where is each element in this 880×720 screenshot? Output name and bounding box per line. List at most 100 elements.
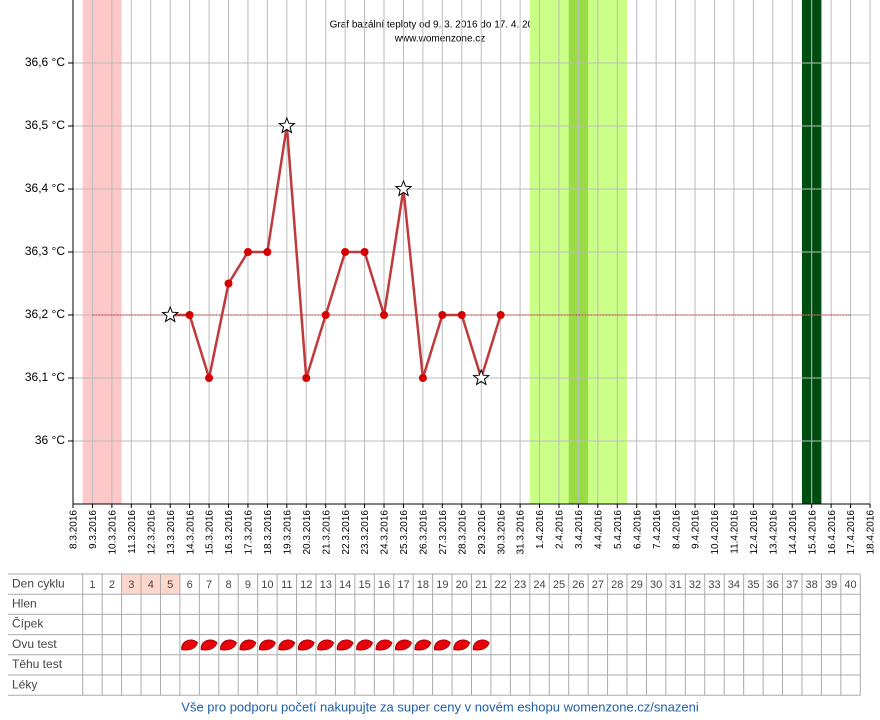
temperature-point (302, 374, 311, 382)
cycle-day: 1 (89, 579, 95, 591)
cycle-day: 31 (669, 579, 681, 591)
x-tick-label: 16.4.2016 (827, 510, 838, 555)
ovu-test-icon (375, 639, 393, 651)
cycle-day: 26 (572, 579, 584, 591)
ovu-test-icon (433, 639, 451, 651)
ovu-test-icon (453, 639, 471, 651)
x-tick-label: 15.4.2016 (807, 510, 818, 555)
chart-title: Graf bazální teploty od 9. 3. 2016 do 17… (330, 20, 551, 31)
x-tick-label: 27.3.2016 (438, 510, 449, 555)
x-tick-label: 8.3.2016 (69, 510, 80, 549)
y-tick-label: 36,2 °C (25, 307, 65, 321)
cycle-day: 14 (339, 579, 351, 591)
x-tick-label: 22.3.2016 (341, 510, 352, 555)
cycle-day: 36 (767, 579, 779, 591)
cycle-day: 19 (436, 579, 448, 591)
cycle-day: 30 (650, 579, 662, 591)
cycle-day: 37 (786, 579, 798, 591)
x-tick-label: 10.3.2016 (108, 510, 119, 555)
cycle-day: 29 (631, 579, 643, 591)
ovu-test-icon (220, 639, 237, 651)
star-point (277, 116, 296, 134)
x-tick-label: 12.4.2016 (749, 510, 760, 555)
row-label: Těhu test (12, 657, 63, 671)
cycle-day: 10 (261, 579, 273, 591)
x-tick-label: 9.3.2016 (88, 510, 99, 549)
star-point (394, 179, 413, 197)
x-tick-label: 4.4.2016 (593, 510, 604, 549)
cycle-day: 16 (378, 579, 390, 591)
cycle-day: 22 (495, 579, 507, 591)
x-tick-label: 7.4.2016 (652, 510, 663, 549)
x-tick-label: 31.3.2016 (516, 510, 527, 555)
x-tick-label: 25.3.2016 (399, 510, 410, 555)
cycle-day: 18 (417, 579, 429, 591)
cycle-day: 8 (225, 579, 231, 591)
x-tick-label: 26.3.2016 (419, 510, 430, 555)
highlight-cell (121, 574, 142, 595)
temperature-point (496, 311, 505, 319)
y-tick-label: 36,6 °C (25, 55, 65, 69)
x-tick-label: 10.4.2016 (710, 510, 721, 555)
cycle-day: 2 (109, 579, 115, 591)
cycle-day: 40 (844, 579, 856, 591)
x-tick-label: 5.4.2016 (613, 510, 624, 549)
x-tick-label: 24.3.2016 (380, 510, 391, 555)
row-label: Hlen (12, 596, 37, 610)
x-tick-label: 19.3.2016 (282, 510, 293, 555)
x-tick-label: 3.4.2016 (574, 510, 585, 549)
ovu-test-icon (336, 639, 354, 651)
cycle-day: 12 (300, 579, 312, 591)
cycle-day: 34 (728, 579, 740, 591)
cycle-day: 17 (397, 579, 409, 591)
x-tick-label: 18.4.2016 (866, 510, 877, 555)
x-tick-label: 29.3.2016 (477, 510, 488, 555)
x-tick-label: 1.4.2016 (535, 510, 546, 549)
cycle-day: 33 (708, 579, 720, 591)
ovu-test-icon (278, 639, 296, 651)
y-tick-label: 36,1 °C (25, 370, 65, 384)
ovu-test-icon (414, 639, 432, 651)
ovu-test-icon (181, 639, 199, 651)
x-tick-label: 17.3.2016 (244, 510, 255, 555)
temperature-point (438, 311, 447, 319)
row-label: Léky (12, 677, 37, 691)
temperature-point (224, 279, 233, 288)
x-tick-label: 16.3.2016 (224, 510, 235, 555)
y-tick-label: 36 °C (35, 433, 65, 447)
y-tick-label: 36,4 °C (25, 181, 65, 195)
x-tick-label: 6.4.2016 (632, 510, 643, 549)
cycle-day: 20 (456, 579, 468, 591)
x-tick-label: 30.3.2016 (496, 510, 507, 555)
temperature-point (185, 311, 194, 319)
highlight-cell (160, 574, 180, 595)
cycle-day: 24 (533, 579, 545, 591)
row-label: Den cyklu (12, 576, 65, 590)
x-tick-label: 2.4.2016 (555, 510, 566, 549)
cycle-day: 9 (245, 579, 251, 591)
x-tick-label: 23.3.2016 (360, 510, 371, 555)
x-tick-label: 9.4.2016 (691, 510, 702, 549)
plot-background (72, 0, 871, 504)
cycle-day: 38 (806, 579, 818, 591)
x-tick-label: 15.3.2016 (205, 510, 216, 555)
temperature-point (418, 374, 427, 382)
cycle-day: 35 (747, 579, 759, 591)
star-point (161, 305, 180, 323)
star-point (472, 368, 491, 386)
x-tick-label: 28.3.2016 (457, 510, 468, 555)
temperature-point (360, 248, 369, 256)
highlight-cell (141, 574, 161, 595)
y-tick-label: 36,3 °C (25, 244, 65, 258)
ovu-test-icon (239, 639, 257, 651)
row-label: Ovu test (12, 637, 57, 651)
cycle-day: 21 (475, 579, 487, 591)
cycle-day: 11 (281, 579, 292, 591)
footer-link[interactable]: Vše pro podporu početí nakupujte za supe… (181, 699, 699, 714)
x-tick-label: 13.4.2016 (768, 510, 779, 555)
temperature-point (341, 248, 350, 256)
ovu-test-icon (258, 639, 276, 651)
temperature-point (321, 311, 330, 319)
x-tick-label: 14.4.2016 (788, 510, 799, 555)
